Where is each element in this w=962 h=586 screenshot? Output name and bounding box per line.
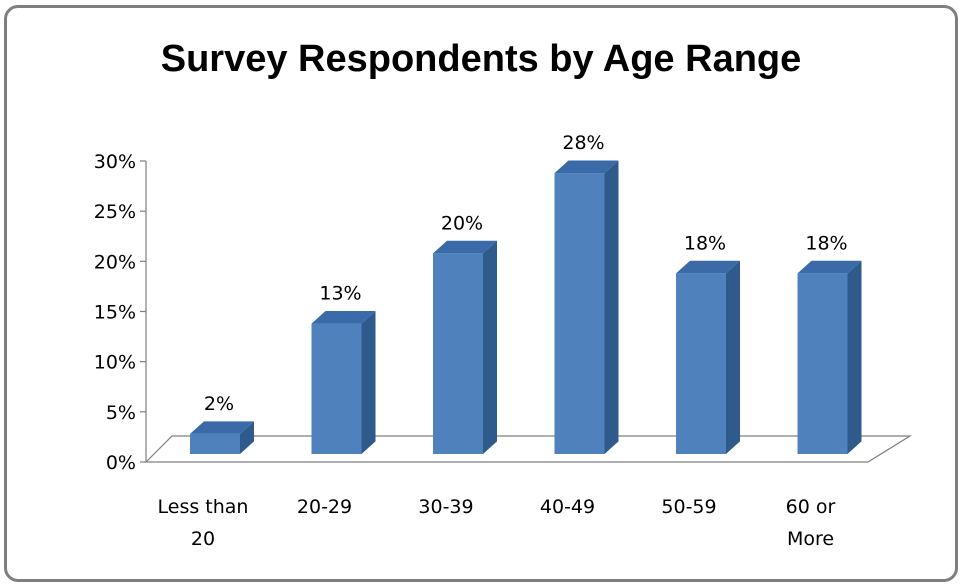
category-label: 40-49 bbox=[540, 496, 595, 518]
bar-top bbox=[797, 260, 862, 274]
y-tick-label: 30% bbox=[94, 151, 136, 173]
category-label: 20-29 bbox=[297, 496, 352, 518]
bar-top bbox=[676, 260, 740, 274]
chart-floor bbox=[144, 435, 913, 463]
category-label: 30-39 bbox=[418, 496, 473, 518]
bar bbox=[311, 323, 362, 454]
y-tick-label: 0% bbox=[106, 452, 136, 474]
bar-top bbox=[190, 421, 254, 434]
category-label: More bbox=[787, 528, 834, 550]
category-label: 60 or bbox=[786, 496, 836, 518]
bar-side bbox=[240, 421, 254, 454]
data-label: 18% bbox=[805, 232, 847, 254]
y-tick-label: 25% bbox=[94, 201, 136, 223]
data-label: 20% bbox=[441, 212, 483, 234]
bar-top bbox=[554, 160, 619, 174]
bar-side bbox=[361, 310, 376, 454]
category-label: 20 bbox=[191, 528, 215, 550]
category-label: 50-59 bbox=[661, 496, 716, 518]
bar-top bbox=[311, 310, 376, 324]
bar-top bbox=[433, 240, 497, 254]
data-label: 2% bbox=[204, 393, 234, 415]
bar-side bbox=[604, 160, 619, 454]
bar-side bbox=[847, 260, 862, 454]
bar bbox=[554, 173, 605, 455]
bar-side bbox=[483, 240, 497, 454]
bar-side bbox=[726, 260, 740, 454]
bar bbox=[190, 433, 240, 454]
chart-title: Survey Respondents by Age Range bbox=[160, 38, 802, 80]
y-tick-label: 10% bbox=[94, 352, 136, 374]
category-label: Less than bbox=[158, 496, 249, 518]
y-tick-label: 5% bbox=[106, 402, 136, 424]
bar bbox=[676, 273, 726, 454]
y-tick-label: 15% bbox=[94, 302, 136, 324]
data-label: 13% bbox=[319, 283, 361, 305]
bar bbox=[433, 253, 483, 454]
data-label: 28% bbox=[562, 132, 604, 154]
y-tick-label: 20% bbox=[94, 251, 136, 273]
bar bbox=[797, 273, 848, 454]
data-label: 18% bbox=[684, 232, 726, 254]
